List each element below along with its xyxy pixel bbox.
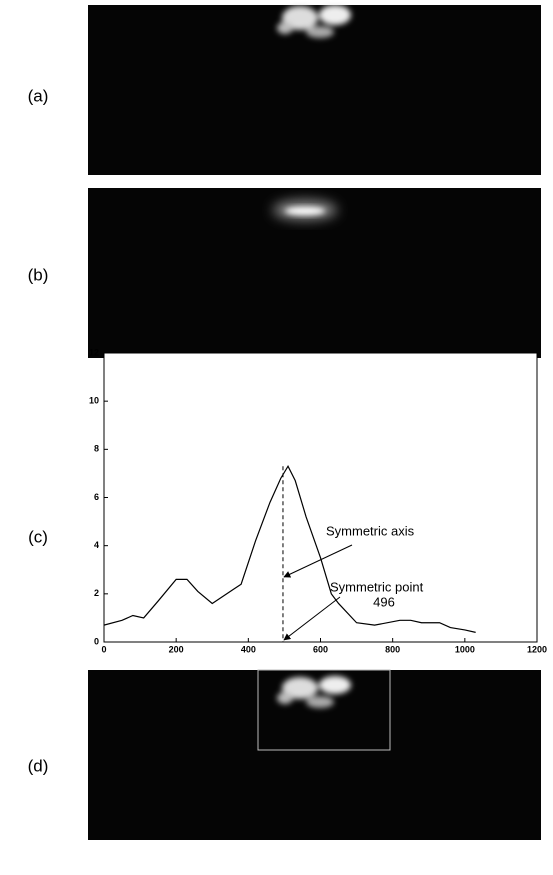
- y-tick-label: 6: [94, 492, 99, 502]
- y-tick-label: 12: [89, 347, 99, 357]
- y-tick-label: 4: [94, 540, 99, 550]
- panel-label: (b): [28, 265, 49, 284]
- roi-box: [257, 669, 391, 751]
- panel-label: (a): [28, 86, 49, 105]
- annotation: Symmetric point: [330, 579, 424, 594]
- flame-d: [277, 676, 351, 708]
- x-tick-label: 1000: [455, 644, 475, 654]
- panel-label: (c): [28, 527, 48, 546]
- x-tick-label: 1200: [527, 644, 547, 654]
- x-tick-label: 600: [313, 644, 328, 654]
- data-line: [103, 464, 476, 633]
- y-tick-label: 10: [89, 396, 99, 406]
- flame-b-core: [285, 207, 325, 215]
- x-tick-label: 0: [101, 644, 106, 654]
- annotation-value: 496: [373, 594, 395, 609]
- arrow: [283, 544, 353, 578]
- arrow: [283, 596, 341, 641]
- y-tick-label: 2: [94, 588, 99, 598]
- y-tick-label: 0: [94, 636, 99, 646]
- panel-label: (d): [28, 756, 49, 775]
- flame-a: [277, 5, 351, 38]
- y-tick-label: 8: [94, 444, 99, 454]
- annotation: Symmetric axis: [326, 523, 415, 538]
- plot-area: [103, 352, 538, 643]
- x-tick-label: 200: [169, 644, 184, 654]
- x-tick-label: 400: [241, 644, 256, 654]
- image-d: [88, 670, 541, 840]
- x-tick-label: 800: [385, 644, 400, 654]
